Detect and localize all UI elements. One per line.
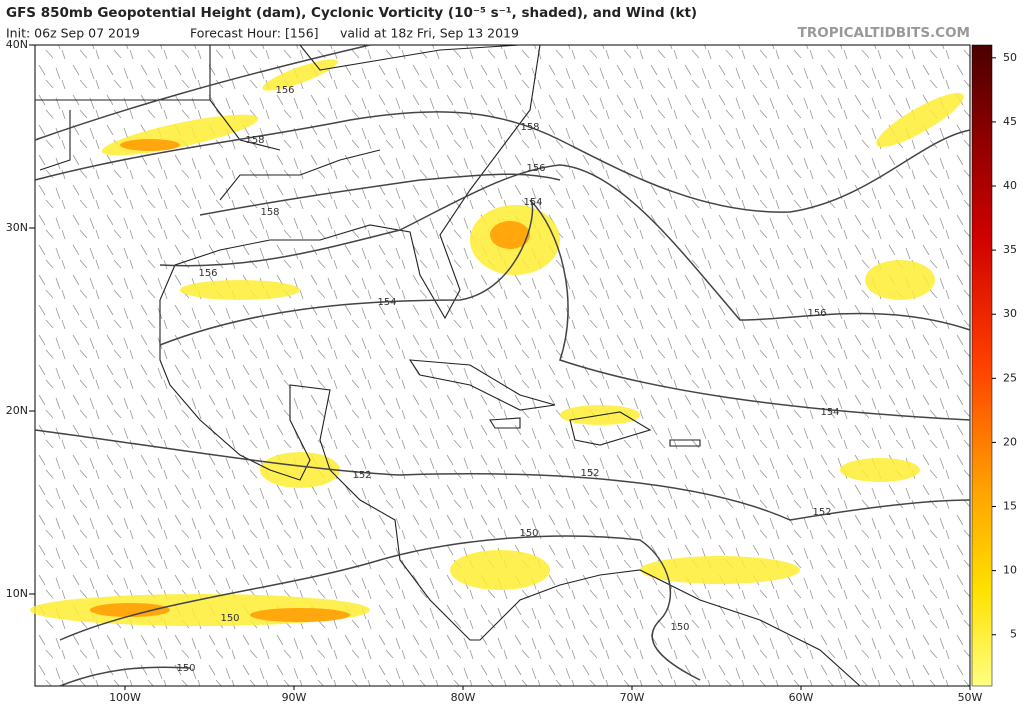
colorbar-label: 5 [1010,628,1017,641]
contour-label: 154 [820,407,839,418]
contour-label: 158 [245,135,264,146]
contour-label: 156 [275,85,294,96]
vorticity-strong [90,139,530,622]
contour-label: 158 [260,207,279,218]
colorbar-label: 35 [1003,243,1017,256]
contour-label: 156 [198,268,217,279]
contour-label: 150 [670,622,689,633]
colorbar-label: 25 [1003,371,1017,384]
colorbar: 5 10 15 20 25 30 35 40 45 50 [971,44,1017,687]
lat-label: 30N [6,221,28,234]
lon-label: 50W [958,691,983,704]
valid-time: valid at 18z Fri, Sep 13 2019 [340,26,519,41]
lon-label: 60W [789,691,814,704]
colorbar-label: 20 [1003,435,1017,448]
contour-label: 156 [526,163,545,174]
contour-label: 152 [352,470,371,481]
colorbar-label: 15 [1003,500,1017,513]
contour-label: 150 [519,528,538,539]
lat-label: 20N [6,404,28,417]
lat-label: 10N [6,587,28,600]
colorbar-label: 30 [1003,307,1017,320]
contour-label: 152 [580,468,599,479]
lon-label: 80W [451,691,476,704]
lat-lon-labels: 40N 30N 20N 10N 100W 90W 80W 70W 60W 50W [6,38,983,704]
site: TROPICALTIDBITS.COM [798,25,970,41]
colorbar-label: 10 [1003,564,1017,577]
contour-label: 154 [523,197,542,208]
contour-label: 150 [176,663,195,674]
map: 156 158 158 158 156 154 156 154 156 152 152 154 152 1… [6,38,983,704]
contour-label: 156 [807,308,826,319]
colorbar-label: 45 [1003,115,1017,128]
contour-label: 154 [377,297,396,308]
lat-label: 40N [6,38,28,51]
lon-label: 90W [282,691,307,704]
lon-label: 100W [109,691,141,704]
contour-label: 150 [220,613,239,624]
colorbar-label: 40 [1003,179,1017,192]
coastlines [35,44,861,687]
colorbar-label: 50 [1003,51,1017,64]
contour-labels: 156 158 158 158 156 154 156 154 156 152 152 154 152 1… [176,85,839,674]
contour-label: 152 [812,507,831,518]
forecast-hour: Forecast Hour: [156] [190,26,319,41]
contour-label: 158 [520,122,539,133]
title: GFS 850mb Geopotential Height (dam), Cyc… [6,5,697,21]
init: Init: 06z Sep 07 2019 [6,26,140,41]
colorbar-ramp [971,44,993,687]
height-contours [34,44,971,687]
lon-label: 70W [620,691,645,704]
